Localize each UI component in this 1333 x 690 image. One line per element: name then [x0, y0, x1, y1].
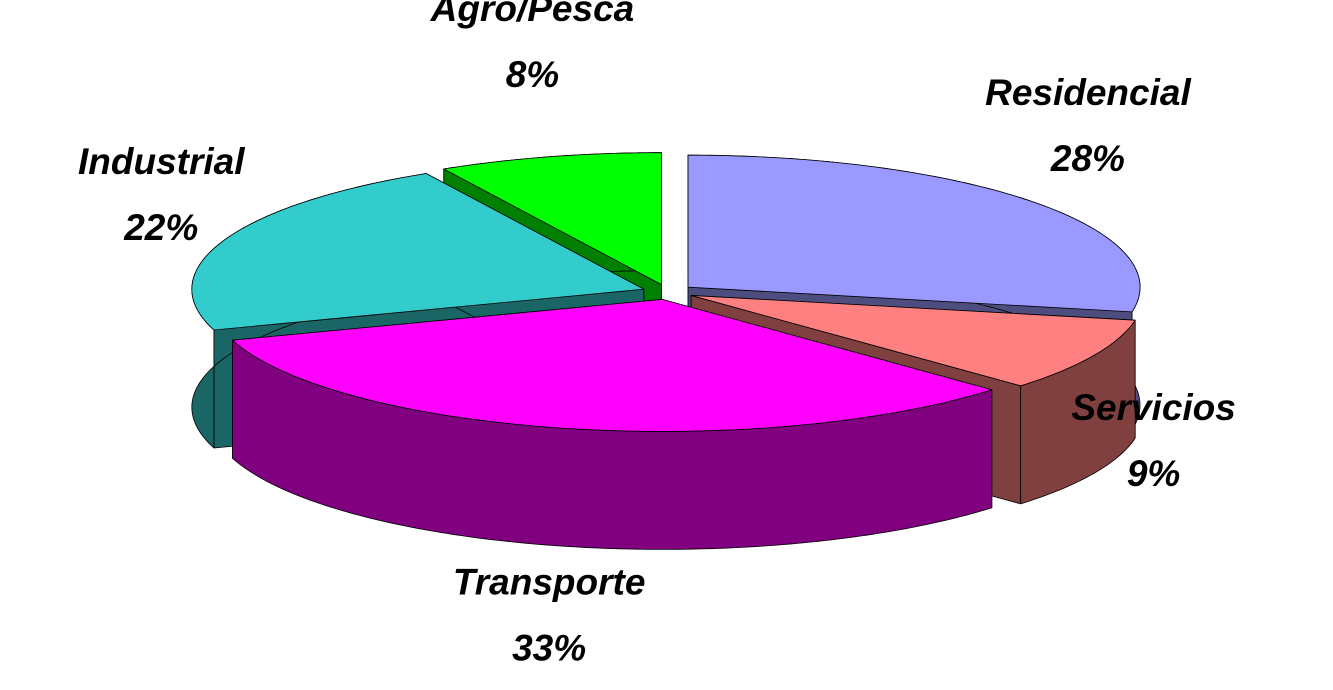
- slice-label: Residencial: [985, 72, 1191, 113]
- slice: [232, 299, 993, 432]
- slice-label: Transporte: [453, 562, 646, 603]
- slice-label: Industrial: [78, 141, 245, 182]
- slice-label: Servicios: [1071, 387, 1236, 428]
- slice-group: [232, 299, 993, 550]
- slice-value-label: 28%: [1050, 138, 1125, 179]
- slice: [687, 154, 1141, 313]
- slice-value-label: 8%: [506, 54, 559, 95]
- slice: [690, 295, 1136, 387]
- slice-value-label: 9%: [1127, 453, 1180, 494]
- slice-value-label: 33%: [512, 628, 586, 669]
- slice-value-label: 22%: [123, 207, 198, 248]
- slice: [191, 173, 645, 331]
- slice: [443, 152, 662, 286]
- slice-label: Agro/Pesca: [430, 0, 635, 29]
